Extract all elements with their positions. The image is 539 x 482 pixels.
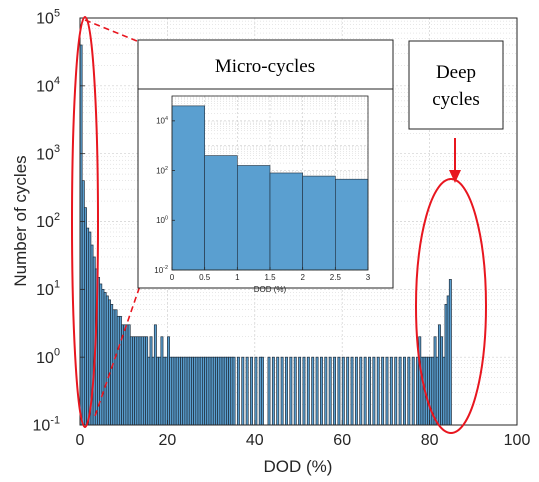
histogram-bar <box>289 356 293 426</box>
y-tick-label: 102 <box>36 211 60 231</box>
histogram-bar <box>350 356 354 426</box>
histogram-bar <box>315 356 319 426</box>
y-tick-label: 102 <box>156 166 168 176</box>
y-tick-label: 10-1 <box>33 414 60 434</box>
histogram-bar <box>381 356 385 426</box>
histogram-bar <box>385 356 389 426</box>
histogram-bar <box>333 356 336 426</box>
histogram-bar <box>311 356 315 426</box>
histogram-bar <box>236 356 240 426</box>
micro-cycles-label: Micro-cycles <box>215 56 315 77</box>
histogram-bar <box>448 279 452 426</box>
histogram-bar <box>285 356 288 426</box>
x-tick-label: 80 <box>421 432 439 449</box>
histogram-bar <box>359 356 363 426</box>
histogram-bar <box>306 356 310 426</box>
histogram-bar <box>403 356 406 426</box>
y-axis-label: Number of cycles <box>11 155 30 286</box>
x-tick-label: 0 <box>76 432 85 449</box>
histogram-bar <box>276 356 280 426</box>
deep-cycles-label-line-1: Deep <box>436 62 476 83</box>
histogram-bar <box>376 356 380 426</box>
histogram-bar <box>302 356 306 426</box>
histogram-bar <box>171 105 205 271</box>
x-axis-label: DOD (%) <box>264 457 333 476</box>
histogram-bar <box>232 356 236 426</box>
x-tick-label: 40 <box>246 432 264 449</box>
histogram-bar <box>293 356 297 426</box>
histogram-bar <box>271 356 275 426</box>
zoom-leader-bottom <box>94 279 143 417</box>
histogram-bar <box>372 356 376 426</box>
x-tick-label: 0.5 <box>199 273 211 282</box>
histogram-bar <box>254 356 258 426</box>
y-tick-label: 101 <box>36 279 60 299</box>
y-tick-label: 103 <box>36 143 60 163</box>
x-tick-label: 1 <box>235 273 240 282</box>
y-tick-label: 104 <box>36 75 60 95</box>
micro-cycles-ellipse <box>71 16 99 428</box>
x-tick-label: 100 <box>504 432 531 449</box>
histogram-bar <box>398 356 402 426</box>
histogram-bar <box>237 165 271 271</box>
deep-cycles-label-box <box>408 40 504 130</box>
histogram-bar <box>328 356 332 426</box>
inset-x-ticks: 0 0.5 1 1.5 2 2.5 3 <box>170 267 371 282</box>
histogram-bar <box>335 178 369 271</box>
histogram-bar <box>394 356 398 426</box>
histogram-bar <box>204 155 238 271</box>
x-tick-label: 0 <box>170 273 175 282</box>
histogram-bar <box>363 356 367 426</box>
x-tick-label: 2.5 <box>330 273 342 282</box>
histogram-bar <box>324 356 328 426</box>
y-tick-label: 10-2 <box>154 265 168 275</box>
histogram-bar <box>280 356 284 426</box>
y-tick-label: 100 <box>36 347 60 367</box>
y-tick-label: 104 <box>156 116 168 126</box>
main-x-ticks: 0 20 40 60 80 100 <box>76 420 531 449</box>
inset-y-ticks: 10-2 100 102 104 <box>154 116 175 275</box>
histogram-bar <box>407 356 411 426</box>
main-y-ticks: 10-1 100 101 102 103 104 105 <box>33 7 85 435</box>
x-tick-label: 2 <box>300 273 305 282</box>
x-tick-label: 20 <box>159 432 177 449</box>
micro-cycles-label-box <box>137 39 394 90</box>
histogram-bar <box>341 356 345 426</box>
zoom-leader-top <box>84 19 143 44</box>
y-tick-label: 105 <box>36 7 60 27</box>
histogram-bar <box>337 356 341 426</box>
histogram-bar <box>261 356 264 426</box>
deep-cycles-arrow-head <box>449 170 461 183</box>
histogram-bar <box>269 172 303 271</box>
inset-x-axis-label: DOD (%) <box>254 285 287 294</box>
histogram-bar <box>302 175 336 271</box>
y-tick-label: 100 <box>156 215 168 225</box>
histogram-bar <box>354 356 358 426</box>
histogram-bar <box>298 356 302 426</box>
histogram-bar <box>320 356 323 426</box>
histogram-bar <box>411 356 415 426</box>
histogram-bar <box>346 356 350 426</box>
deep-cycles-ellipse <box>415 178 487 434</box>
histogram-bar <box>241 356 245 426</box>
x-tick-label: 3 <box>366 273 371 282</box>
histogram-bar <box>250 356 253 426</box>
x-tick-label: 60 <box>333 432 351 449</box>
x-tick-label: 1.5 <box>264 273 276 282</box>
histogram-bar <box>389 356 393 426</box>
histogram-bar <box>245 356 249 426</box>
deep-cycles-label-line-2: cycles <box>432 89 479 110</box>
histogram-bar <box>267 356 271 426</box>
histogram-bar <box>368 356 371 426</box>
